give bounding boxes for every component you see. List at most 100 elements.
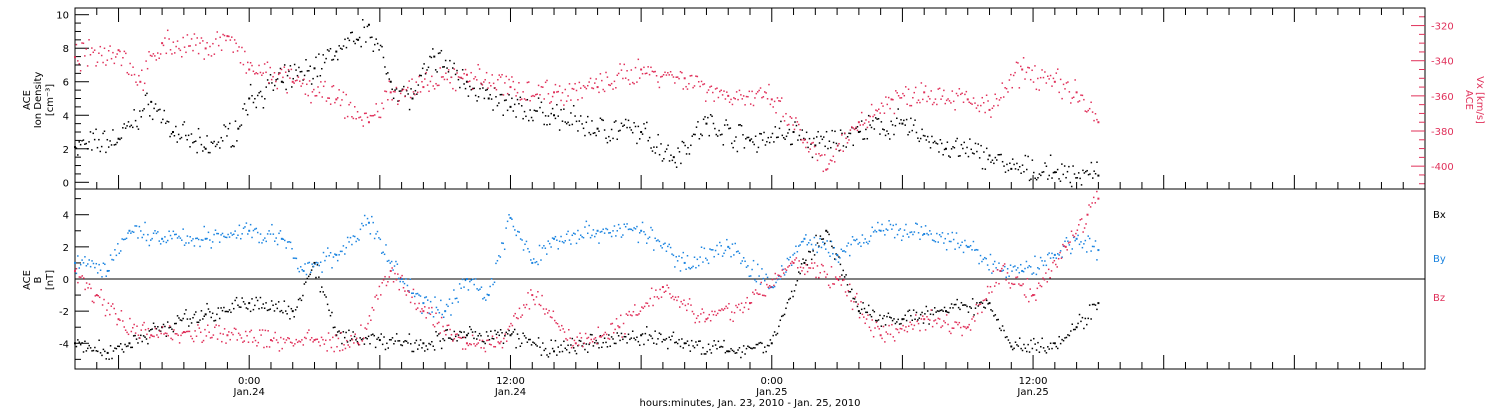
velocity-dot bbox=[1086, 111, 1088, 113]
by-dot bbox=[630, 228, 633, 231]
velocity-dot bbox=[1049, 74, 1052, 77]
bz-dot bbox=[154, 327, 157, 330]
velocity-dot bbox=[193, 33, 196, 35]
velocity-dot bbox=[169, 49, 172, 51]
bz-dot bbox=[1059, 251, 1061, 254]
by-dot bbox=[548, 242, 551, 245]
density-dot bbox=[276, 78, 279, 80]
density-point-27 bbox=[901, 122, 904, 125]
bx-dot bbox=[85, 350, 88, 352]
by-dot bbox=[183, 244, 186, 246]
by-dot bbox=[359, 228, 362, 231]
density-dot bbox=[924, 135, 926, 137]
by-dot bbox=[716, 244, 718, 247]
by-dot bbox=[785, 271, 787, 273]
bx-dot bbox=[650, 335, 652, 337]
density-dot bbox=[1047, 178, 1049, 180]
bz-dot bbox=[1072, 234, 1074, 237]
bx-dot bbox=[218, 317, 221, 320]
bx-dot bbox=[405, 340, 408, 343]
bx-dot bbox=[1081, 316, 1084, 319]
bx-dot bbox=[433, 349, 436, 351]
bz-dot bbox=[129, 317, 131, 320]
bx-dot bbox=[436, 334, 439, 337]
density-dot bbox=[695, 126, 698, 128]
bx-dot bbox=[147, 342, 149, 345]
bx-dot bbox=[549, 352, 551, 355]
bz-dot bbox=[1060, 257, 1063, 259]
bx-dot bbox=[574, 350, 576, 352]
velocity-dot bbox=[667, 72, 669, 74]
velocity-dot bbox=[235, 42, 237, 45]
velocity-dot bbox=[606, 76, 609, 78]
density-dot bbox=[169, 135, 171, 138]
bz-dot bbox=[938, 318, 941, 320]
by-dot bbox=[1062, 245, 1065, 248]
density-dot bbox=[668, 160, 671, 162]
velocity-dot bbox=[564, 88, 567, 91]
bz-dot bbox=[569, 337, 571, 339]
velocity-dot bbox=[1058, 91, 1060, 94]
bx-dot bbox=[325, 296, 327, 298]
by-dot bbox=[152, 232, 155, 234]
density-dot bbox=[615, 120, 617, 122]
bz-dot bbox=[303, 336, 306, 339]
density-dot bbox=[862, 138, 864, 140]
velocity-dot bbox=[735, 91, 738, 93]
bz-dot bbox=[1096, 190, 1098, 193]
bx-dot bbox=[629, 338, 631, 341]
bz-dot bbox=[344, 347, 347, 350]
bz-dot bbox=[119, 319, 121, 321]
by-dot bbox=[579, 234, 582, 236]
velocity-dot bbox=[428, 90, 430, 93]
by-dot bbox=[255, 227, 258, 230]
by-dot bbox=[435, 306, 438, 309]
bx-dot bbox=[484, 342, 486, 345]
bx-dot bbox=[199, 319, 201, 321]
density-dot bbox=[234, 120, 237, 122]
bz-dot bbox=[635, 314, 637, 316]
bz-dot bbox=[257, 341, 260, 344]
density-dot bbox=[931, 135, 933, 138]
velocity-dot bbox=[296, 79, 298, 82]
bx-dot bbox=[598, 347, 600, 349]
density-dot bbox=[643, 123, 645, 125]
velocity-dot bbox=[145, 60, 147, 62]
by-dot bbox=[620, 236, 623, 238]
density-dot bbox=[220, 136, 223, 139]
by-dot bbox=[595, 232, 597, 235]
density-dot bbox=[664, 150, 667, 153]
bx-dot bbox=[997, 318, 999, 321]
bz-dot bbox=[590, 338, 593, 341]
velocity-dot bbox=[213, 53, 216, 55]
velocity-dot bbox=[826, 168, 829, 170]
density-dot bbox=[401, 88, 404, 90]
velocity-dot bbox=[879, 112, 881, 114]
velocity-dot bbox=[650, 66, 652, 69]
density-dot bbox=[207, 151, 210, 154]
by-dot bbox=[993, 260, 996, 263]
by-dot bbox=[882, 229, 885, 232]
bz-dot bbox=[709, 319, 712, 322]
velocity-point-7 bbox=[291, 80, 294, 83]
bx-dot bbox=[508, 329, 510, 332]
bx-dot bbox=[210, 316, 213, 319]
by-dot bbox=[151, 237, 153, 240]
bx-dot bbox=[613, 342, 616, 345]
velocity-dot bbox=[308, 80, 311, 82]
velocity-dot bbox=[301, 82, 304, 85]
bx-dot bbox=[849, 291, 852, 293]
density-dot bbox=[106, 138, 109, 141]
bx-dot bbox=[294, 309, 297, 311]
bz-dot bbox=[166, 332, 168, 335]
bx-dot bbox=[889, 316, 891, 318]
b-tick-label-3: -2 bbox=[59, 307, 69, 318]
bx-dot bbox=[579, 340, 582, 342]
by-dot bbox=[968, 246, 970, 248]
bx-dot bbox=[480, 334, 482, 337]
bx-dot bbox=[603, 337, 606, 339]
velocity-dot bbox=[917, 99, 920, 101]
bz-dot bbox=[655, 289, 657, 291]
density-dot bbox=[164, 122, 167, 125]
velocity-dot bbox=[1045, 82, 1048, 84]
